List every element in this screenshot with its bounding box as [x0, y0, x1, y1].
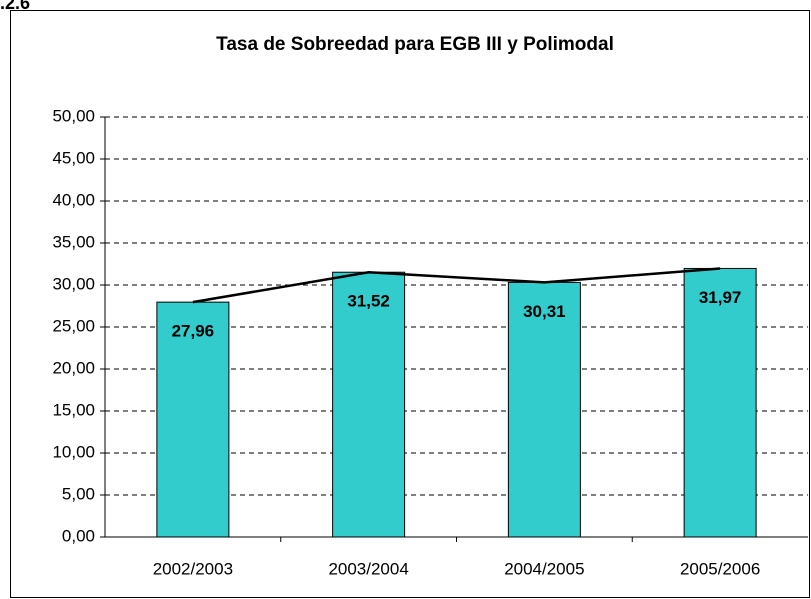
value-label: 31,52: [347, 292, 390, 311]
y-tick-label: 35,00: [52, 232, 95, 251]
x-tick-label: 2004/2005: [504, 559, 584, 578]
chart-border: [10, 10, 810, 598]
bar: [683, 267, 757, 538]
value-label: 27,96: [172, 322, 215, 341]
bar: [332, 271, 406, 538]
x-tick-label: 2003/2004: [328, 559, 408, 578]
y-tick-label: 40,00: [52, 190, 95, 209]
figure-label: .2.6: [0, 0, 30, 13]
x-tick-label: 2005/2006: [680, 559, 760, 578]
y-tick-label: 30,00: [52, 274, 95, 293]
chart-title: Tasa de Sobreedad para EGB III y Polimod…: [216, 34, 614, 55]
x-tick-label: 2002/2003: [153, 559, 233, 578]
bar: [156, 301, 230, 538]
y-tick-label: 25,00: [52, 316, 95, 335]
value-label: 30,31: [523, 302, 566, 321]
y-tick-label: 20,00: [52, 358, 95, 377]
trend-line: [192, 267, 721, 304]
value-label: 31,97: [699, 288, 742, 307]
bar: [507, 281, 581, 538]
y-tick-label: 50,00: [52, 106, 95, 125]
y-tick-label: 0,00: [62, 526, 95, 545]
y-tick-label: 45,00: [52, 148, 95, 167]
y-tick-label: 5,00: [62, 484, 95, 503]
y-tick-label: 15,00: [52, 400, 95, 419]
y-tick-label: 10,00: [52, 442, 95, 461]
